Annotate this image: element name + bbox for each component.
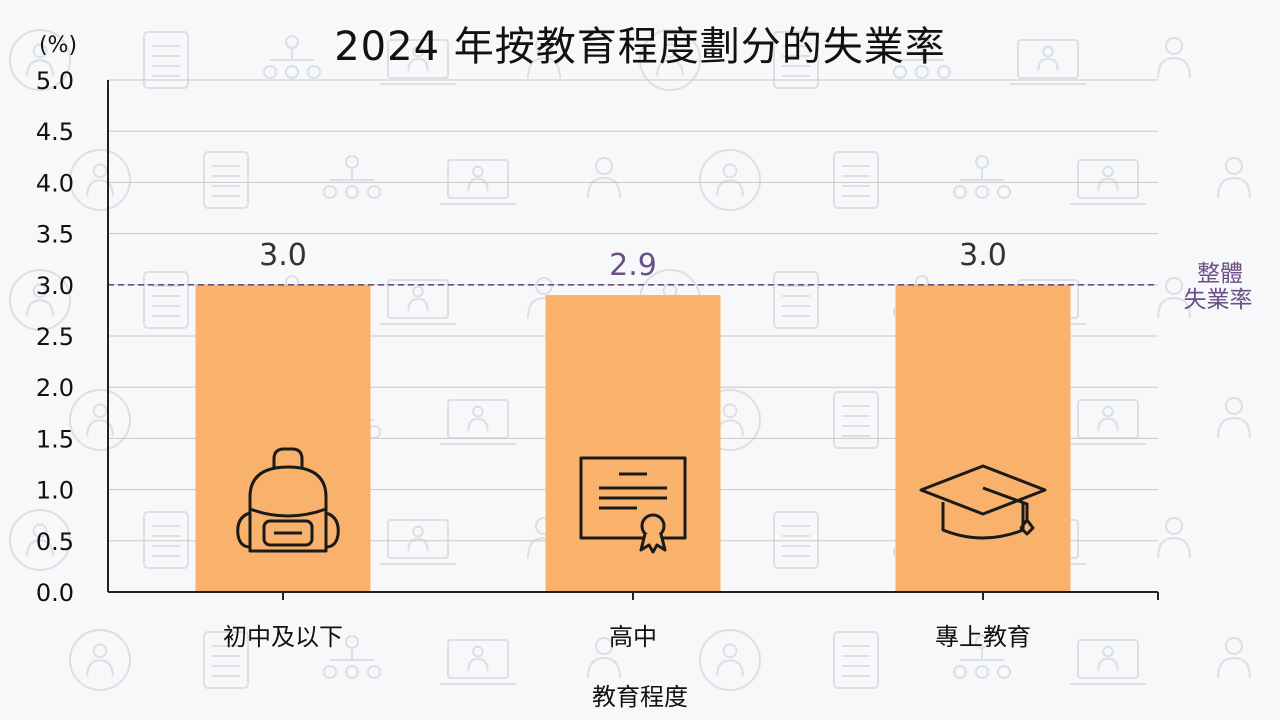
- bars: [195, 284, 1071, 592]
- data-label-0: 3.0: [259, 238, 307, 273]
- y-tick-label: 0.5: [36, 528, 74, 556]
- diploma-icon: [579, 456, 687, 554]
- axes: [107, 80, 1159, 600]
- reference-label-line1: 整體: [1197, 261, 1243, 287]
- chart-title: 2024 年按教育程度劃分的失業率: [334, 24, 946, 70]
- x-tick-label-0: 初中及以下: [223, 623, 343, 651]
- y-tick-label: 1.5: [36, 425, 74, 453]
- bar-0: [195, 284, 371, 592]
- y-tick-label: 1.0: [36, 477, 74, 505]
- y-tick-label: 4.5: [36, 118, 74, 146]
- labels: 0.0 0.5 1.0 1.5 2.0 2.5 3.0 3.5 4.0 4.5 5.0 (%) 3.0 初…: [36, 33, 1031, 711]
- x-tick-label-2: 專上教育: [935, 623, 1031, 651]
- graduation-cap-icon: [919, 464, 1047, 540]
- y-tick-label: 4.0: [36, 169, 74, 197]
- reference-label-line2: 失業率: [1184, 287, 1253, 313]
- bar-2: [895, 284, 1071, 592]
- y-tick-label: 2.0: [36, 374, 74, 402]
- y-tick-label: 3.5: [36, 221, 74, 249]
- data-label-1: 2.9: [609, 248, 657, 283]
- backpack-icon: [236, 447, 340, 553]
- x-tick-label-1: 高中: [609, 623, 657, 651]
- y-axis-label: (%): [39, 33, 77, 58]
- y-tick-label: 5.0: [36, 67, 74, 95]
- bar-1: [545, 295, 721, 592]
- x-axis-label: 教育程度: [592, 683, 688, 711]
- y-tick-label: 2.5: [36, 323, 74, 351]
- y-tick-label: 0.0: [36, 579, 74, 607]
- bar-icons: [236, 447, 1047, 554]
- y-tick-label: 3.0: [36, 272, 74, 300]
- data-label-2: 3.0: [959, 238, 1007, 273]
